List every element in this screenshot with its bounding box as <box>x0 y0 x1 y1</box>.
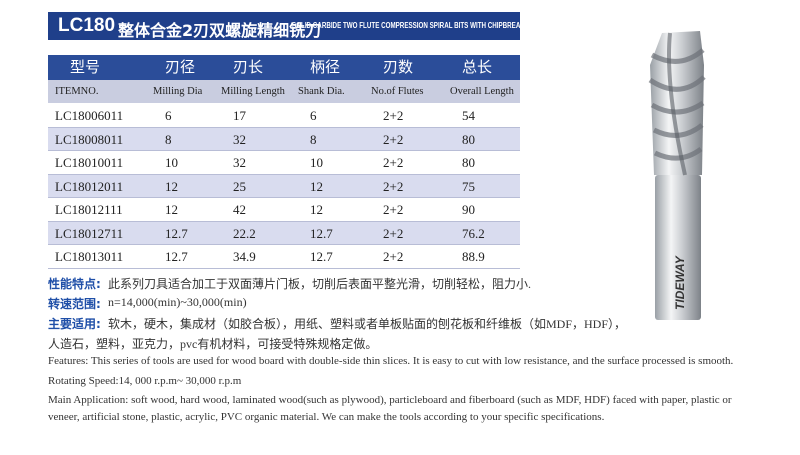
title-en: SOLID CARBIDE TWO FLUTE COMPRESSION SPIR… <box>292 21 534 30</box>
table-row <box>48 198 520 222</box>
table-row <box>48 127 520 151</box>
table-row <box>48 245 520 269</box>
note-en: veneer, artificial stone, plastic, acryl… <box>48 411 605 423</box>
header-row-en <box>48 80 520 103</box>
header-cn-cell: 型号 <box>70 58 101 76</box>
table-cell: 12.7 <box>165 225 188 241</box>
note-en: Rotating Speed:14, 000 r.p.m~ 30,000 r.p… <box>48 375 242 387</box>
header-cn-cell: 柄径 <box>310 58 341 76</box>
table-cell: 6 <box>310 108 317 123</box>
header-cn-cell: 总长 <box>462 58 493 76</box>
table-cell: 8 <box>310 131 317 147</box>
note-text: 软木，硬木，集成材（如胶合板），用纸、塑料或者单板贴面的刨花板和纤维板（如MDF… <box>108 317 627 331</box>
table-cell: 34.9 <box>233 249 256 264</box>
note-text: 此系列刀具适合加工于双面薄片门板，切削后表面平整光滑，切削轻松，阻力小. <box>108 277 532 291</box>
table-cell: 12 <box>165 202 178 217</box>
header-cn-cell: 刃径 <box>165 58 196 76</box>
table-cell: 2+2 <box>383 225 404 241</box>
table-cell: LC18013011 <box>55 249 124 264</box>
title-cn: 整体合金2刃双螺旋精细铣刀 <box>118 21 322 40</box>
header-row-cn <box>48 55 520 80</box>
table-row <box>48 174 520 198</box>
table-cell: 32 <box>233 131 246 147</box>
note-label: 转速范围: <box>48 297 101 311</box>
table-cell: 2+2 <box>383 202 404 217</box>
note-text: n=14,000(min)~30,000(min) <box>108 295 247 309</box>
table-cell: 2+2 <box>383 178 404 194</box>
header-bar <box>48 12 520 40</box>
table-cell: 12.7 <box>310 225 333 241</box>
table-cell: LC18006011 <box>55 108 124 123</box>
header-cn-cell: 刃数 <box>383 58 414 76</box>
header-en-cell: ITEMNO. <box>55 86 99 97</box>
table-cell: 2+2 <box>383 155 404 170</box>
table-cell: 80 <box>462 131 475 147</box>
table-cell: 22.2 <box>233 225 256 241</box>
table-cell: 75 <box>462 178 475 194</box>
table-cell: 17 <box>233 108 246 123</box>
table-cell: 12.7 <box>165 249 188 264</box>
table-cell: 12 <box>165 178 178 194</box>
table-row <box>48 221 520 245</box>
table-cell: 2+2 <box>383 131 404 147</box>
table-cell: 2+2 <box>383 249 404 264</box>
table-cell: 12 <box>310 202 323 217</box>
table-cell: 42 <box>233 202 246 217</box>
table-cell: 10 <box>165 155 178 170</box>
note-label: 性能特点: <box>48 277 101 291</box>
table-cell: 12.7 <box>310 249 333 264</box>
flutes <box>650 31 704 175</box>
table-cell: LC18008011 <box>55 131 124 147</box>
table-cell: 54 <box>462 108 475 123</box>
table-cell: 90 <box>462 202 475 217</box>
shank <box>655 175 701 320</box>
table-row <box>48 151 520 175</box>
header-en-cell: No.of Flutes <box>371 86 424 97</box>
brand: TIDEWAY <box>673 255 687 310</box>
table-cell: 12 <box>310 178 323 194</box>
table-cell: 10 <box>310 155 323 170</box>
note-en: Features: This series of tools are used … <box>48 355 734 367</box>
table-cell: 2+2 <box>383 108 404 123</box>
table-cell: 6 <box>165 108 172 123</box>
table-cell: 8 <box>165 131 172 147</box>
header-en-cell: Overall Length <box>450 86 514 97</box>
note-en: Main Application: soft wood, hard wood, … <box>48 394 732 406</box>
note-label: 主要适用: <box>48 317 101 331</box>
table-cell: 76.2 <box>462 225 485 241</box>
header-en-cell: Milling Length <box>221 86 285 97</box>
header-cn-cell: 刃长 <box>233 58 264 76</box>
product-code: LC180 <box>58 15 116 36</box>
header-en-cell: Shank Dia. <box>298 86 345 97</box>
note-text: 人造石，塑料，亚克力，pvc有机材料，可接受特殊规格定做。 <box>48 337 378 351</box>
table-row <box>48 104 520 128</box>
table-cell: LC18012111 <box>55 202 123 217</box>
table-cell: LC18010011 <box>55 155 124 170</box>
table-cell: LC18012011 <box>55 178 124 194</box>
table-cell: 80 <box>462 155 475 170</box>
table-cell: 25 <box>233 178 246 194</box>
table-cell: LC18012711 <box>55 225 124 241</box>
header-en-cell: Milling Dia <box>153 86 203 97</box>
tool-image: TIDEWAY <box>648 31 706 320</box>
table-cell: 88.9 <box>462 249 485 264</box>
table-cell: 32 <box>233 155 246 170</box>
